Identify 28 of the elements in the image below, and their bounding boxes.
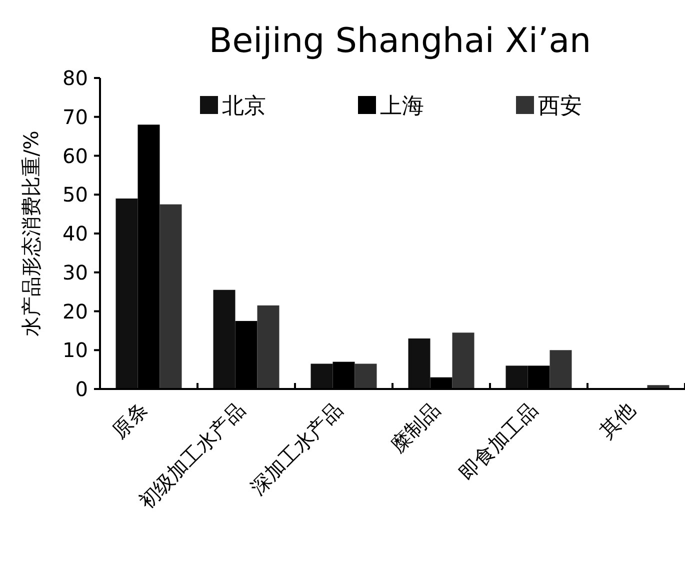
- y-tick-label: 50: [62, 182, 88, 207]
- x-tick-label: 原条: [107, 398, 152, 443]
- x-tick-label: 即食加工品: [454, 398, 542, 486]
- y-tick-label: 0: [75, 377, 88, 401]
- y-tick-label: 40: [62, 222, 88, 246]
- legend-label: 西安: [538, 94, 582, 119]
- y-tick-label: 60: [62, 144, 88, 168]
- legend-label: 上海: [380, 94, 424, 119]
- y-tick-label: 80: [62, 66, 88, 90]
- bar: [354, 364, 377, 389]
- y-tick-label: 30: [62, 260, 88, 284]
- bar: [506, 366, 528, 389]
- bar: [452, 332, 474, 389]
- chart-title: Beijing Shanghai Xi’an: [208, 21, 592, 61]
- y-tick-label: 20: [62, 299, 88, 324]
- x-tick-label: 糜制品: [385, 398, 445, 457]
- bar: [213, 290, 236, 389]
- bar: [160, 204, 182, 389]
- bar: [257, 305, 280, 389]
- bar: [408, 338, 430, 389]
- bar: [116, 198, 138, 389]
- bar: [310, 364, 333, 389]
- bar: [550, 350, 572, 389]
- legend-label: 北京: [222, 94, 266, 119]
- y-tick-label: 10: [62, 338, 88, 362]
- y-axis-title: 水产品形态消费比重/%: [19, 130, 43, 336]
- x-tick-label: 其他: [594, 398, 640, 443]
- y-tick-label: 70: [62, 104, 88, 129]
